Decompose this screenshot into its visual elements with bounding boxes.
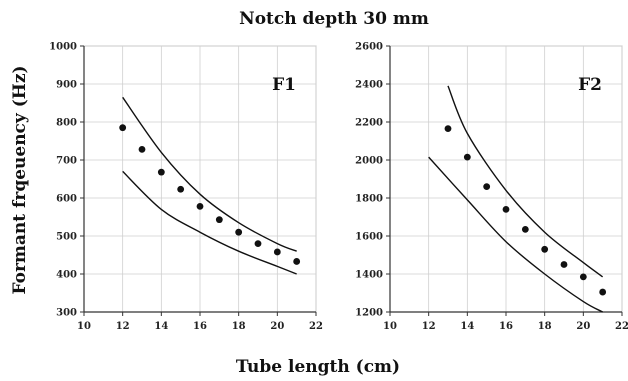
panel-label: F2 [578, 75, 602, 95]
y-axis-title: Formant frqeuency (Hz) [10, 65, 30, 294]
y-tick-label: 2400 [355, 80, 383, 91]
y-tick-label: 2200 [355, 118, 383, 129]
panel-label: F1 [272, 75, 296, 95]
y-tick-label: 1800 [355, 194, 383, 205]
chart-panel-f2: 10 12 14 16 18 20 22 1200 1400 1600 1800 2000 2200 24… [355, 42, 628, 333]
data-point [215, 216, 223, 224]
data-point [463, 153, 471, 161]
data-point [293, 258, 301, 265]
y-tick-label: 1200 [355, 308, 383, 319]
figure-title: Notch depth 30 mm [239, 9, 429, 29]
data-point [254, 240, 262, 248]
upper-bound-curve [122, 96, 297, 252]
y-tick-label: 2600 [355, 42, 383, 53]
x-tick-label: 14 [460, 321, 474, 332]
x-tick-label: 18 [232, 321, 246, 332]
data-point [599, 288, 607, 296]
data-point [119, 124, 127, 132]
y-tick-label: 300 [56, 308, 77, 319]
x-tick-label: 14 [154, 321, 168, 332]
x-tick-label: 10 [383, 321, 397, 332]
data-point [541, 245, 549, 253]
data-point [235, 228, 243, 236]
data-point [157, 168, 165, 176]
chart-panel-f1: 10 12 14 16 18 20 22 300 400 500 600 700 800 900 1000 F… [49, 42, 323, 333]
y-tick-label: 1600 [355, 232, 383, 243]
y-tick-label: 1400 [355, 270, 383, 281]
x-tick-label: 12 [116, 321, 130, 332]
x-tick-label: 10 [77, 321, 91, 332]
data-point [177, 185, 185, 193]
x-tick-label: 16 [499, 321, 513, 332]
y-tick-label: 1000 [49, 42, 77, 53]
y-tick-label: 700 [56, 156, 77, 167]
x-tick-label: 16 [193, 321, 207, 332]
x-tick-label: 22 [615, 321, 628, 332]
y-tick-label: 800 [56, 118, 77, 129]
x-axis-title: Tube length (cm) [236, 357, 400, 377]
data-point [138, 145, 146, 153]
data-point [521, 225, 529, 233]
lower-bound-curve [428, 156, 604, 313]
upper-bound-curve [447, 85, 604, 278]
data-point [483, 183, 491, 191]
data-point [579, 273, 587, 281]
data-point [444, 125, 452, 133]
data-point [560, 261, 568, 268]
y-tick-label: 400 [56, 270, 77, 281]
data-point [196, 202, 204, 210]
x-tick-label: 22 [309, 321, 323, 332]
y-tick-label: 500 [56, 232, 77, 243]
y-tick-label: 900 [56, 80, 77, 91]
data-point [502, 206, 510, 213]
x-tick-label: 18 [538, 321, 552, 332]
y-tick-label: 2000 [355, 156, 383, 167]
data-point [273, 248, 281, 256]
y-tick-label: 600 [56, 194, 77, 205]
x-tick-label: 20 [270, 321, 284, 332]
x-tick-label: 20 [576, 321, 590, 332]
x-tick-label: 12 [422, 321, 436, 332]
lower-bound-curve [122, 170, 297, 275]
